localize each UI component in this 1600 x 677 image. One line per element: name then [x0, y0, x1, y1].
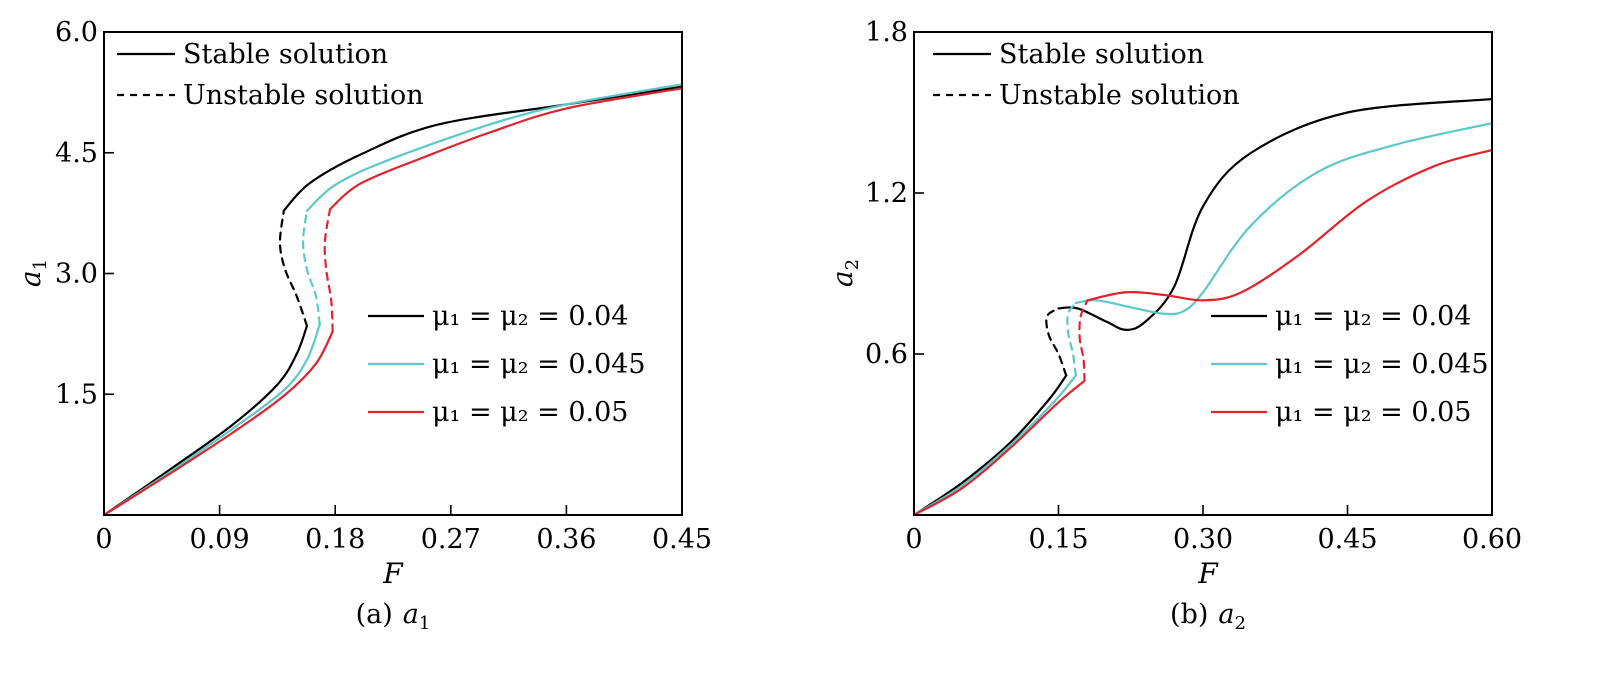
b-series-0-unstable [1045, 307, 1068, 377]
panel-b-caption-var: a [1218, 599, 1234, 630]
b-ytick-label-0: 0.6 [865, 339, 908, 370]
a-series-1-unstable [301, 209, 321, 326]
panel-a-legend-stable-label: Stable solution [183, 39, 388, 70]
b-xtick-label-1: 0.15 [1028, 524, 1088, 555]
b-series-1-stable-upper [1074, 122, 1494, 316]
panel-a-caption-sub: 1 [419, 613, 430, 634]
a-xtick-label-3: 0.27 [421, 524, 481, 555]
a-ytick-label-1: 3.0 [55, 259, 98, 290]
panel-a-caption: (a) a1 [356, 599, 431, 634]
panel-a-legend-unstable-label: Unstable solution [183, 80, 424, 111]
b-series-0-stable-lower [912, 374, 1068, 517]
panel-b-y-axis-var: a [826, 270, 859, 287]
a-xtick-label-2: 0.18 [305, 524, 365, 555]
panel-b-legend-unstable-label: Unstable solution [999, 80, 1240, 111]
panel-b-caption-prefix: (b) [1170, 599, 1208, 630]
a-series-0-unstable [278, 209, 309, 327]
panel-a-legend-series-0-label: μ₁ = μ₂ = 0.04 [432, 301, 628, 332]
panel-a: 0 0.09 0.18 0.27 0.36 0.45 1.5 3.0 4.5 6.0 Stable… [14, 17, 712, 634]
svg-text:a1: a1 [14, 259, 51, 287]
panel-b-y-axis-sub: 2 [842, 259, 863, 270]
panel-b-caption-sub: 2 [1235, 613, 1246, 634]
a-series-2-stable-lower [102, 330, 334, 517]
panel-a-legend-series-2-label: μ₁ = μ₂ = 0.05 [432, 397, 628, 428]
a-xtick-label-4: 0.36 [536, 524, 596, 555]
a-ytick-label-0: 1.5 [55, 379, 98, 410]
panel-b-ticks: 0 0.15 0.30 0.45 0.60 0.6 1.2 1.8 [865, 17, 1522, 555]
b-series-2-stable-upper [1086, 148, 1494, 302]
b-xtick-label-3: 0.45 [1317, 524, 1377, 555]
a-series-2-stable-upper [328, 87, 684, 211]
b-series-2-stable-lower [912, 379, 1086, 517]
b-xtick-label-0: 0 [905, 524, 922, 555]
b-xtick-label-4: 0.60 [1462, 524, 1522, 555]
a-xtick-label-5: 0.45 [652, 524, 712, 555]
a-series-1-stable-lower [102, 323, 321, 517]
b-series-0-stable-upper [1057, 97, 1494, 331]
panel-a-y-axis-var: a [14, 270, 47, 287]
panel-b-legend-series-2-label: μ₁ = μ₂ = 0.05 [1275, 397, 1471, 428]
panel-b-legend-series-0-label: μ₁ = μ₂ = 0.04 [1275, 301, 1471, 332]
b-ytick-label-2: 1.8 [865, 17, 908, 48]
panel-a-y-axis-label: a1 [14, 259, 51, 287]
panel-b-x-axis-label: F [1197, 557, 1219, 590]
a-series-0-stable-lower [102, 324, 309, 517]
panel-b-legend-stable-label: Stable solution [999, 39, 1204, 70]
a-series-2-unstable [323, 208, 334, 333]
b-series-1-stable-lower [912, 374, 1077, 517]
a-xtick-label-0: 0 [95, 524, 112, 555]
panel-a-legend-series-1-label: μ₁ = μ₂ = 0.045 [432, 349, 646, 380]
b-series-2-unstable [1078, 299, 1089, 382]
a-series-1-stable-upper [305, 83, 684, 212]
b-xtick-label-2: 0.30 [1173, 524, 1233, 555]
a-ytick-label-3: 6.0 [55, 17, 98, 48]
panel-b-marks [912, 97, 1494, 517]
a-ytick-label-2: 4.5 [55, 138, 98, 169]
panel-b-legend-series-1-label: μ₁ = μ₂ = 0.045 [1275, 349, 1489, 380]
panel-a-marks [102, 83, 684, 517]
panel-a-y-axis-sub: 1 [30, 259, 51, 270]
b-series-1-unstable [1066, 301, 1077, 377]
a-xtick-label-1: 0.09 [190, 524, 250, 555]
svg-text:a2: a2 [826, 259, 863, 287]
panel-b-caption: (b) a2 [1170, 599, 1246, 634]
panel-a-ticks: 0 0.09 0.18 0.27 0.36 0.45 1.5 3.0 4.5 6.0 [55, 17, 712, 555]
panel-b-y-axis-label: a2 [826, 259, 863, 287]
panel-b: 0 0.15 0.30 0.45 0.60 0.6 1.2 1.8 Stable soluti… [826, 17, 1522, 634]
b-ytick-label-1: 1.2 [865, 178, 908, 209]
panel-a-caption-prefix: (a) [356, 599, 393, 630]
panel-a-x-axis-label: F [382, 557, 404, 590]
panel-a-caption-var: a [403, 599, 419, 630]
